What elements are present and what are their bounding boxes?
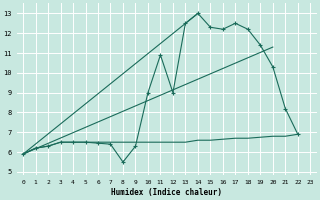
X-axis label: Humidex (Indice chaleur): Humidex (Indice chaleur) (111, 188, 222, 197)
